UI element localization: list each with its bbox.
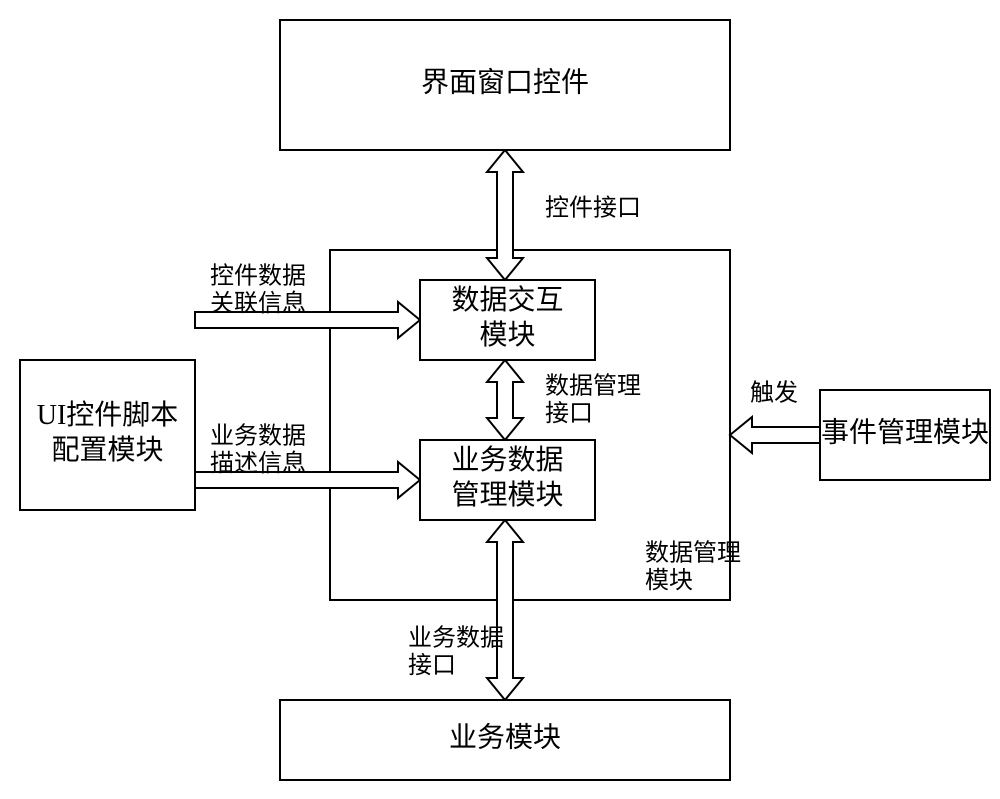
label-business-data-interface: 接口 (408, 652, 456, 679)
arrow-control-interface (487, 150, 523, 280)
label-data-mgmt-interface: 接口 (545, 400, 593, 427)
ui-script-config-box-label: UI控件脚本 (37, 399, 179, 431)
ui-script-config-box-label: 配置模块 (51, 434, 163, 466)
label-data-mgmt-interface: 数据管理 (545, 373, 641, 400)
ui-window-control-box-label: 界面窗口控件 (421, 66, 589, 98)
business-module-box-label: 业务模块 (449, 721, 561, 753)
data-interaction-box-label: 模块 (479, 319, 535, 351)
arrow-trigger (730, 417, 820, 453)
arrow-business-data-interface (487, 520, 523, 700)
data-mgmt-container-label: 模块 (645, 567, 693, 594)
label-business-data-interface: 业务数据 (408, 625, 504, 652)
system-diagram: 界面窗口控件UI控件脚本配置模块事件管理模块业务模块数据交互模块业务数据管理模块… (0, 0, 1000, 794)
label-control-data-assoc: 关联信息 (210, 290, 306, 317)
label-control-interface: 控件接口 (545, 195, 641, 222)
data-interaction-box-label: 数据交互 (451, 284, 563, 316)
arrow-data-mgmt-interface (487, 360, 523, 440)
business-data-mgmt-box-label: 业务数据 (451, 444, 563, 476)
label-business-data-desc: 描述信息 (210, 450, 306, 477)
event-mgmt-box-label: 事件管理模块 (821, 416, 989, 448)
business-data-mgmt-box-label: 管理模块 (451, 479, 563, 511)
label-business-data-desc: 业务数据 (210, 423, 306, 450)
data-mgmt-container-label: 数据管理 (645, 540, 741, 567)
label-trigger: 触发 (750, 380, 798, 407)
label-control-data-assoc: 控件数据 (210, 263, 306, 290)
